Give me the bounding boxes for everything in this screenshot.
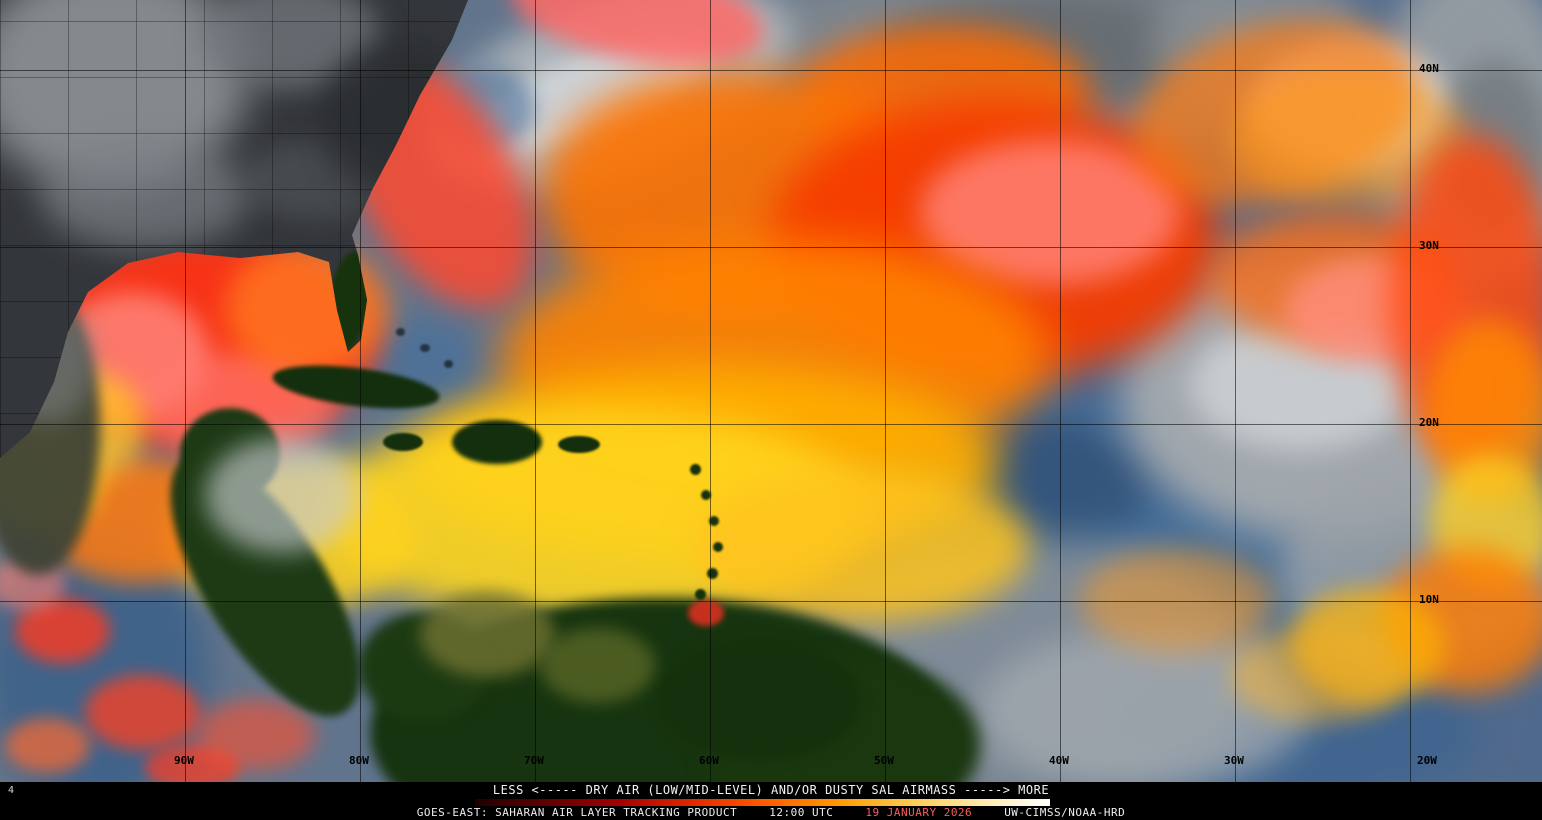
grid-line bbox=[0, 601, 1542, 602]
lon-label: 20W bbox=[1417, 754, 1437, 767]
imagery-region bbox=[383, 433, 423, 451]
product-title: GOES-EAST: SAHARAN AIR LAYER TRACKING PR… bbox=[416, 806, 738, 819]
lat-label: 30N bbox=[1419, 239, 1439, 252]
satellite-map: 40N 30N 20N 10N 90W 80W 70W 60W 50W 40W … bbox=[0, 0, 1542, 782]
imagery-region bbox=[452, 420, 542, 464]
product-date: 19 JANUARY 2026 bbox=[865, 806, 973, 819]
imagery-region bbox=[195, 700, 315, 770]
imagery-region bbox=[713, 542, 723, 552]
imagery-region bbox=[1080, 548, 1275, 653]
imagery-region bbox=[420, 592, 555, 677]
grid-line bbox=[360, 0, 361, 782]
imagery-region bbox=[396, 328, 405, 336]
lat-label: 20N bbox=[1419, 416, 1439, 429]
imagery-region bbox=[690, 468, 1030, 623]
imagery-region bbox=[707, 568, 718, 579]
grid-line bbox=[0, 70, 1542, 71]
legend-panel: 4 LESS <----- DRY AIR (LOW/MID-LEVEL) AN… bbox=[0, 782, 1542, 820]
lon-label: 50W bbox=[874, 754, 894, 767]
lat-label: 40N bbox=[1419, 62, 1439, 75]
grid-line bbox=[1060, 0, 1061, 782]
grid-line bbox=[1235, 0, 1236, 782]
imagery-region bbox=[5, 718, 90, 773]
imagery-region bbox=[444, 360, 453, 368]
imagery-region bbox=[688, 600, 724, 626]
imagery-region bbox=[1230, 628, 1405, 723]
grid-line bbox=[710, 0, 711, 782]
imagery-region bbox=[701, 490, 711, 500]
imagery-region bbox=[690, 464, 701, 475]
colorbar-caption: LESS <----- DRY AIR (LOW/MID-LEVEL) AND/… bbox=[492, 783, 1050, 797]
frame-number: 4 bbox=[8, 785, 15, 796]
grid-line bbox=[885, 0, 886, 782]
imagery-region bbox=[709, 516, 719, 526]
lon-label: 90W bbox=[174, 754, 194, 767]
product-time: 12:00 UTC bbox=[769, 806, 834, 819]
lon-label: 80W bbox=[349, 754, 369, 767]
imagery-region bbox=[205, 438, 360, 553]
lon-label: 70W bbox=[524, 754, 544, 767]
imagery-region bbox=[920, 140, 1180, 285]
grid-line bbox=[1410, 0, 1411, 782]
imagery-region bbox=[695, 589, 706, 600]
grid-line bbox=[0, 247, 1542, 248]
product-credit: UW-CIMSS/NOAA-HRD bbox=[1004, 806, 1126, 819]
grid-line bbox=[0, 424, 1542, 425]
imagery-region bbox=[85, 675, 200, 750]
grid-line bbox=[185, 0, 186, 782]
product-caption: GOES-EAST: SAHARAN AIR LAYER TRACKING PR… bbox=[0, 807, 1542, 819]
imagery-region bbox=[558, 436, 600, 453]
lon-label: 30W bbox=[1224, 754, 1244, 767]
grid-line bbox=[535, 0, 536, 782]
imagery-region bbox=[660, 640, 860, 760]
lon-label: 40W bbox=[1049, 754, 1069, 767]
lat-label: 10N bbox=[1419, 593, 1439, 606]
imagery-region bbox=[540, 628, 655, 703]
lon-label: 60W bbox=[699, 754, 719, 767]
cloud-patch bbox=[40, 140, 250, 250]
colorbar-gradient bbox=[475, 799, 1050, 806]
imagery-region bbox=[420, 344, 430, 352]
